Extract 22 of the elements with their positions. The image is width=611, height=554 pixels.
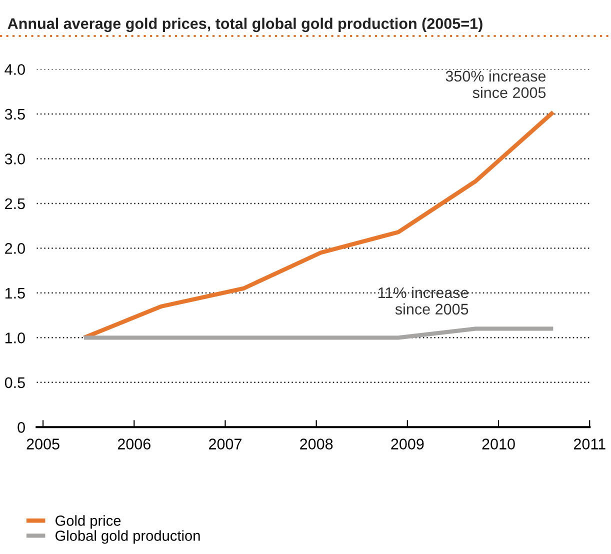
- x-tick-label: 2006: [118, 438, 150, 450]
- x-tick-label: 2010: [482, 438, 515, 450]
- x-tick-label: 2007: [209, 438, 242, 450]
- x-tick-label: 2005: [26, 438, 60, 450]
- x-tick-label: 2011: [574, 438, 606, 450]
- y-tick-label: 2.5: [5, 198, 25, 210]
- y-tick-label: 1.0: [5, 332, 25, 344]
- chart-title: Annual average gold prices, total global gold production (2005=1): [8, 18, 482, 32]
- annotation: 11% increase since 2005: [378, 286, 468, 315]
- legend-label: Gold price: [56, 515, 121, 529]
- y-tick-label: 0.5: [4, 377, 25, 388]
- y-tick-label: 2.0: [5, 243, 25, 254]
- y-tick-label: 3.5: [4, 108, 25, 120]
- y-tick-label: 1.5: [5, 288, 25, 299]
- y-tick-label: 0: [18, 422, 25, 433]
- y-tick-label: 4.0: [4, 64, 25, 75]
- y-tick-label: 3.0: [4, 154, 25, 164]
- x-tick-label: 2008: [300, 438, 333, 450]
- x-tick-label: 2009: [391, 438, 424, 450]
- line-series: [82, 110, 556, 340]
- annotation: 350% increase since 2005: [446, 70, 546, 98]
- legend-label: Global gold production: [56, 530, 200, 544]
